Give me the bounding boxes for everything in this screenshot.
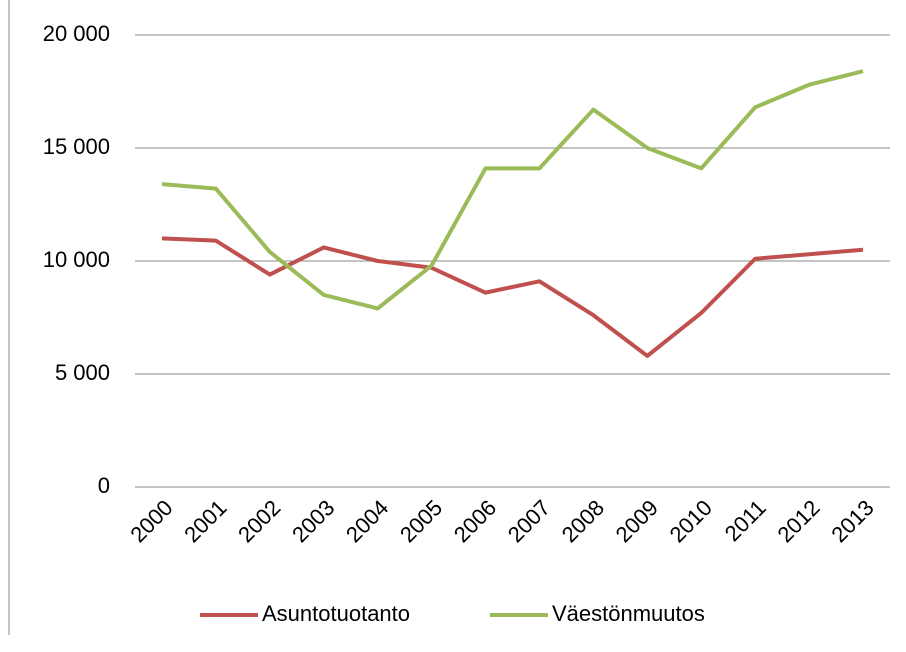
x-tick-label: 2000 — [125, 495, 177, 547]
x-tick-label: 2006 — [449, 495, 501, 547]
series-line — [161, 69, 864, 311]
x-tick-label: 2004 — [341, 495, 393, 547]
legend-label: Asuntotuotanto — [262, 601, 410, 626]
x-tick-label: 2010 — [665, 495, 717, 547]
y-tick-label: 5 000 — [55, 360, 110, 385]
series-line — [161, 236, 864, 358]
legend-label: Väestönmuutos — [552, 601, 705, 626]
x-tick-label: 2008 — [557, 495, 609, 547]
x-tick-label: 2003 — [287, 495, 339, 547]
x-tick-label: 2005 — [395, 495, 447, 547]
y-tick-label: 20 000 — [43, 21, 110, 46]
y-tick-label: 15 000 — [43, 134, 110, 159]
x-tick-label: 2012 — [772, 495, 824, 547]
y-tick-label: 0 — [98, 473, 110, 498]
x-tick-label: 2011 — [720, 495, 771, 546]
x-tick-label: 2001 — [179, 495, 231, 547]
x-tick-label: 2013 — [826, 495, 878, 547]
x-tick-label: 2007 — [503, 495, 555, 547]
x-tick-label: 2009 — [611, 495, 663, 547]
x-tick-label: 2002 — [233, 495, 285, 547]
y-tick-label: 10 000 — [43, 247, 110, 272]
